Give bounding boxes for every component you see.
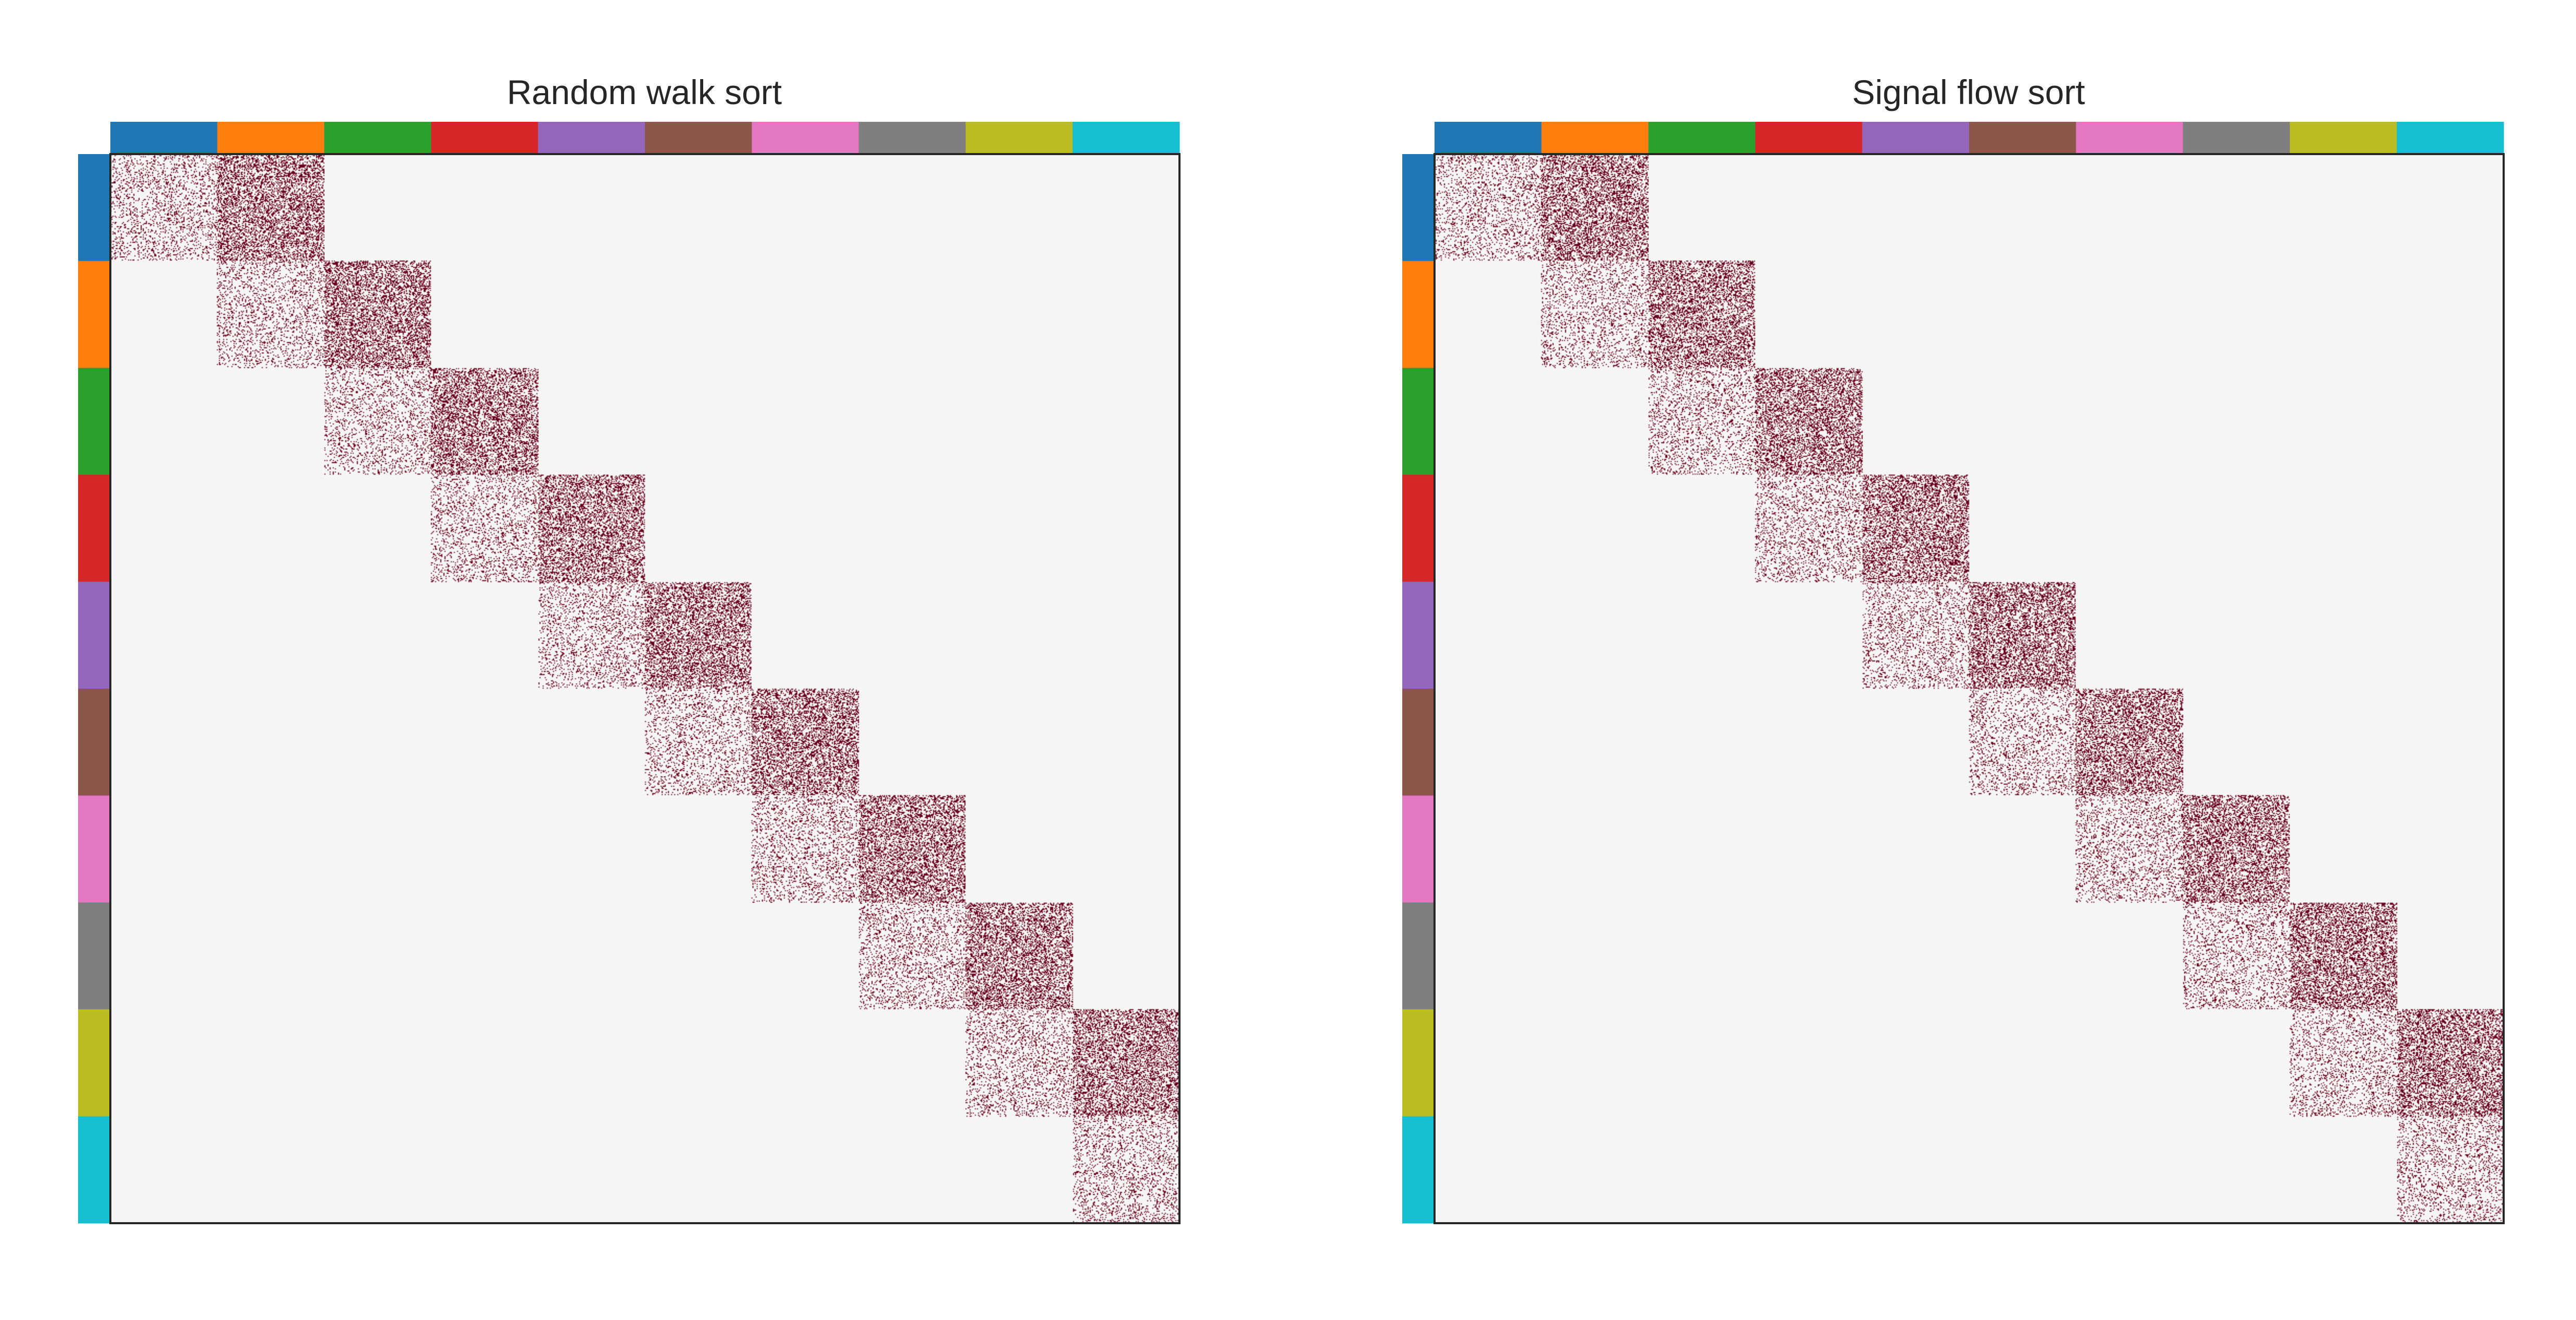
left-block-color-0	[78, 154, 110, 261]
left-block-color-1	[1402, 261, 1435, 368]
left-block-color-3	[1402, 475, 1435, 582]
panel-title: Signal flow sort	[1852, 73, 2085, 111]
top-block-color-1	[217, 122, 324, 154]
left-block-color-6	[1402, 795, 1435, 903]
left-block-color-2	[78, 368, 110, 475]
top-block-color-4	[538, 122, 645, 154]
left-block-color-8	[78, 1009, 110, 1116]
top-block-color-6	[752, 122, 859, 154]
left-block-color-9	[1402, 1116, 1435, 1224]
panel-random-walk-sort: Random walk sort	[78, 73, 1180, 1224]
top-block-color-9	[2397, 122, 2504, 154]
panel-signal-flow-sort: Signal flow sort	[1402, 73, 2504, 1224]
left-block-color-1	[78, 261, 110, 368]
panel-title: Random walk sort	[507, 73, 782, 111]
top-block-color-9	[1073, 122, 1180, 154]
top-block-color-5	[1969, 122, 2076, 154]
left-block-color-9	[78, 1116, 110, 1224]
top-block-color-5	[645, 122, 752, 154]
top-block-color-8	[2290, 122, 2397, 154]
top-block-color-2	[1648, 122, 1756, 154]
left-block-color-2	[1402, 368, 1435, 475]
left-block-color-6	[78, 795, 110, 903]
left-block-color-5	[1402, 689, 1435, 796]
top-block-color-4	[1862, 122, 1970, 154]
left-block-color-4	[1402, 582, 1435, 689]
top-block-color-2	[324, 122, 432, 154]
left-block-color-7	[1402, 903, 1435, 1010]
top-color-bar	[110, 122, 1180, 154]
left-color-bar	[1402, 154, 1435, 1224]
left-block-color-3	[78, 475, 110, 582]
left-block-color-4	[78, 582, 110, 689]
left-block-color-5	[78, 689, 110, 796]
top-block-color-6	[2076, 122, 2183, 154]
top-block-color-8	[966, 122, 1073, 154]
top-block-color-7	[2183, 122, 2290, 154]
top-block-color-0	[110, 122, 218, 154]
top-block-color-3	[1755, 122, 1862, 154]
left-block-color-0	[1402, 154, 1435, 261]
top-block-color-3	[431, 122, 538, 154]
adjacency-matrix-heatmap	[1435, 154, 2504, 1223]
top-block-color-0	[1435, 122, 1542, 154]
adjacency-matrix-heatmap	[110, 154, 1179, 1223]
top-block-color-1	[1541, 122, 1648, 154]
left-block-color-8	[1402, 1009, 1435, 1116]
left-color-bar	[78, 154, 110, 1224]
top-color-bar	[1435, 122, 2504, 154]
left-block-color-7	[78, 903, 110, 1010]
top-block-color-7	[859, 122, 966, 154]
